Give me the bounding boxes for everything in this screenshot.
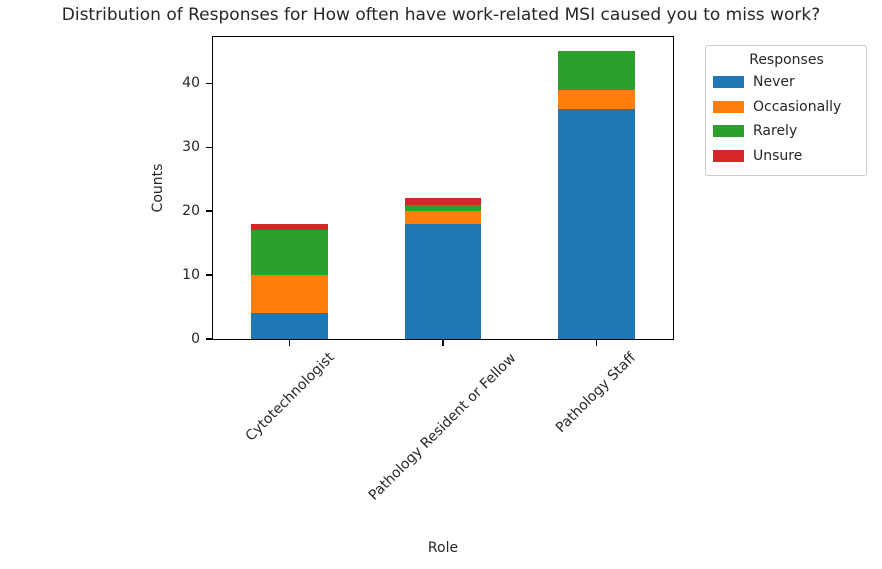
- y-tick-label-30: 30: [182, 139, 200, 156]
- bar-segment-cytotechnologist-rarely: [251, 230, 328, 276]
- x-axis-label: Role: [427, 540, 459, 556]
- x-tick-mark-cytotechnologist: [288, 340, 291, 346]
- y-tick-mark-30: [206, 146, 212, 148]
- bar-segment-cytotechnologist-unsure: [251, 223, 328, 231]
- chart-title: Distribution of Responses for How often …: [61, 5, 821, 25]
- legend-row-rarely: Rarely: [713, 119, 860, 144]
- bar-segment-pathology-staff-never: [558, 108, 635, 339]
- y-tick-mark-40: [206, 82, 212, 85]
- y-tick-mark-10: [206, 274, 212, 276]
- y-tick-mark-0: [206, 338, 212, 340]
- bar-segment-pathology-resident-or-fellow-never: [404, 223, 482, 339]
- plot-area: [212, 36, 674, 340]
- legend-title: Responses: [749, 52, 824, 68]
- legend-row-never: Never: [713, 70, 860, 95]
- legend-swatch-rarely: [713, 125, 744, 138]
- legend-row-occasionally: Occasionally: [713, 95, 860, 120]
- legend-swatch-occasionally: [713, 100, 744, 113]
- x-tick-label-pathology-resident-or-fellow: Pathology Resident or Fellow: [366, 349, 520, 504]
- legend-swatch-never: [713, 76, 744, 89]
- x-tick-mark-pathology-staff: [595, 340, 598, 346]
- bar-segment-pathology-resident-or-fellow-rarely: [404, 204, 482, 212]
- bar-segment-pathology-staff-occasionally: [558, 89, 635, 109]
- bar-segment-cytotechnologist-never: [251, 313, 328, 339]
- legend: Responses Never Occasionally Rarely Unsure: [705, 45, 867, 176]
- y-tick-mark-20: [206, 210, 212, 212]
- legend-row-unsure: Unsure: [713, 144, 860, 169]
- x-tick-label-pathology-staff: Pathology Staff: [553, 349, 640, 437]
- bar-segment-pathology-staff-rarely: [558, 51, 635, 90]
- legend-label-unsure: Unsure: [753, 147, 803, 164]
- bar-segment-cytotechnologist-occasionally: [251, 275, 328, 314]
- legend-rows: Never Occasionally Rarely Unsure: [713, 70, 860, 168]
- y-tick-label-20: 20: [182, 203, 200, 220]
- y-tick-label-40: 40: [182, 75, 200, 92]
- legend-swatch-unsure: [713, 149, 744, 162]
- x-tick-label-cytotechnologist: Cytotechnologist: [242, 349, 338, 445]
- bar-segment-pathology-resident-or-fellow-unsure: [404, 198, 482, 205]
- x-tick-mark-pathology-resident-or-fellow: [442, 340, 444, 346]
- legend-label-occasionally: Occasionally: [753, 98, 842, 115]
- y-tick-label-0: 0: [191, 331, 200, 347]
- bar-segment-pathology-resident-or-fellow-occasionally: [404, 211, 482, 224]
- legend-label-rarely: Rarely: [753, 123, 798, 140]
- legend-label-never: Never: [753, 74, 795, 91]
- y-tick-label-10: 10: [182, 267, 200, 284]
